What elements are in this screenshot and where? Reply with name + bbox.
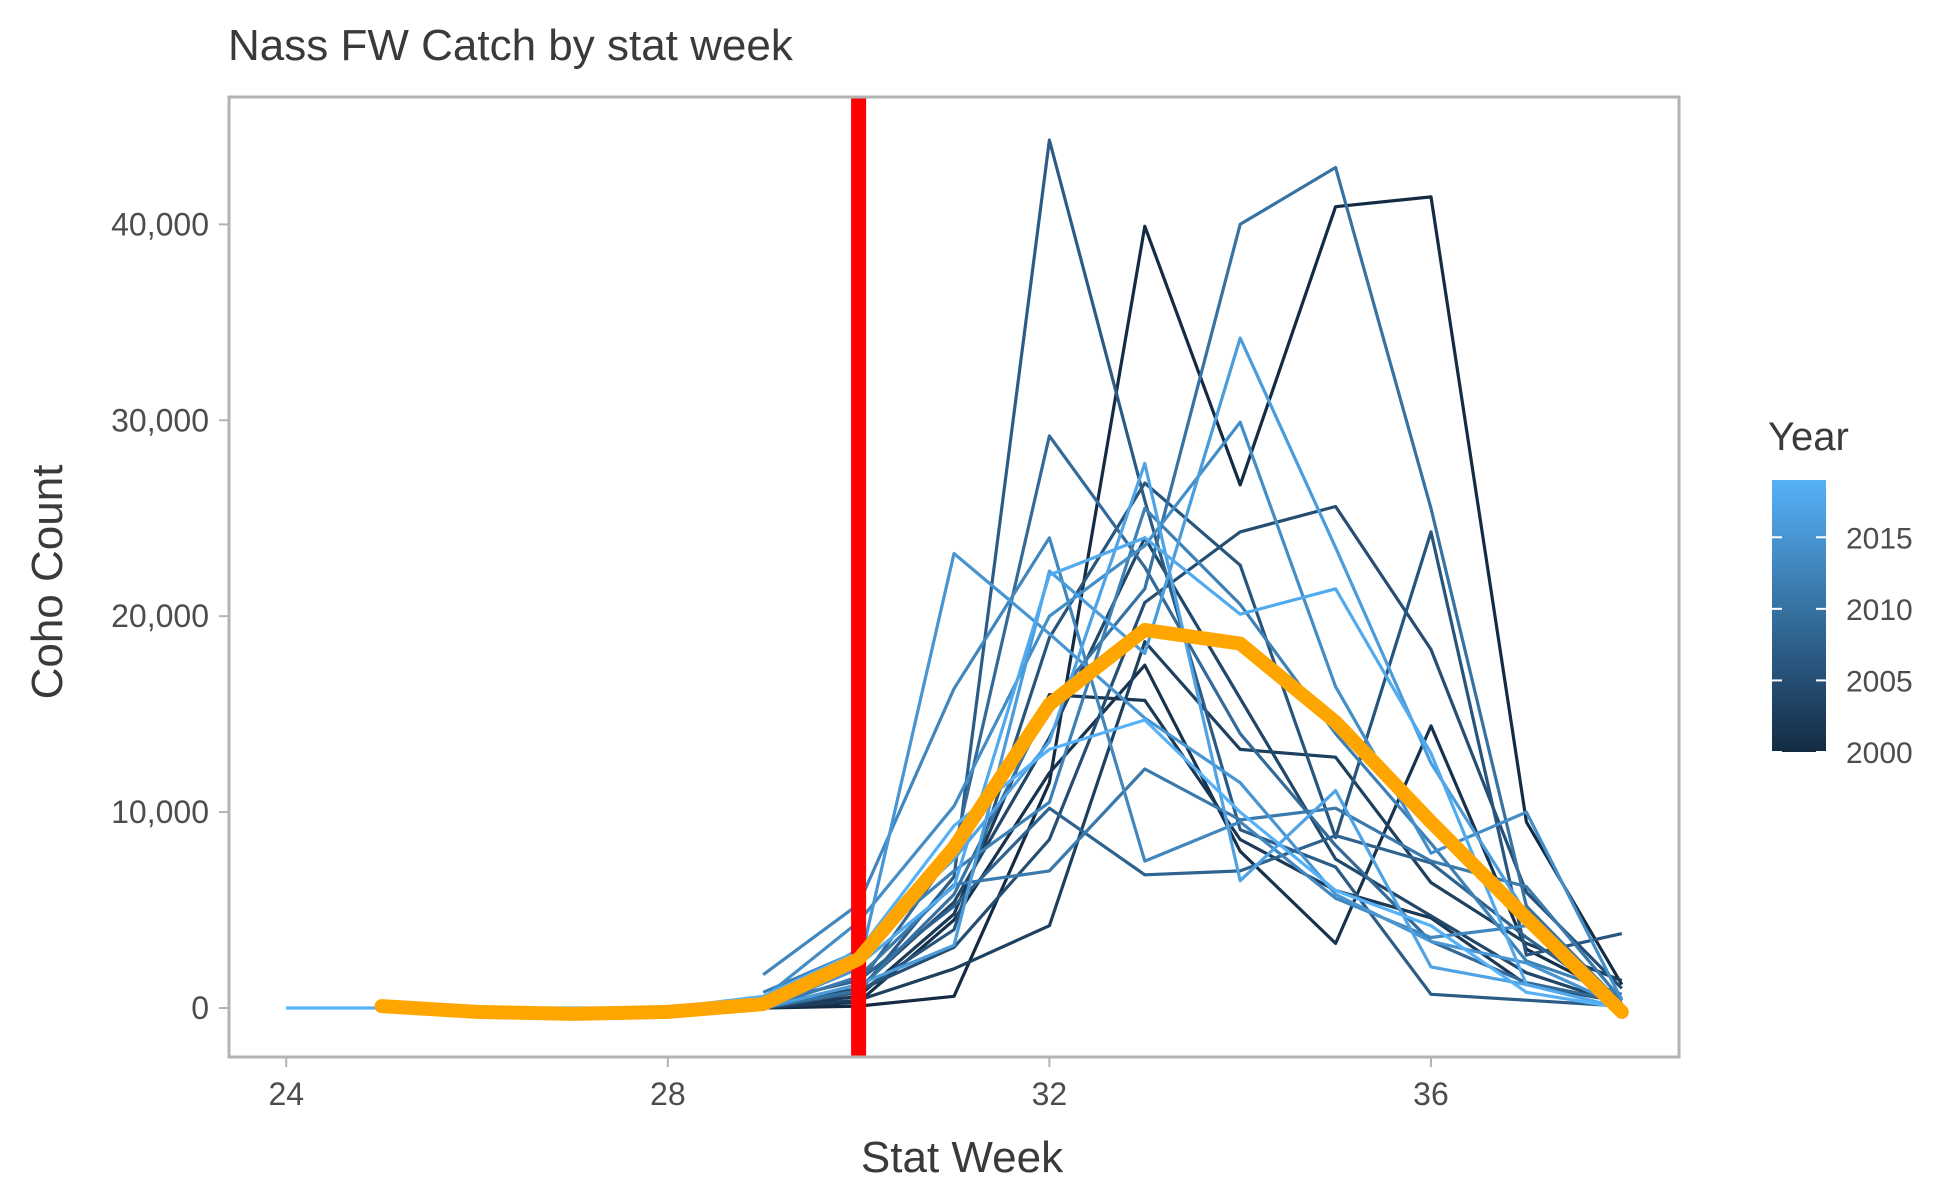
legend-ticks: 2000 2005 2010 2015 [1772,522,1913,770]
x-tick-label: 32 [1032,1076,1068,1112]
series-line-2016 [762,336,1623,1010]
y-tick-label: 0 [191,990,209,1026]
legend-colorbar [1772,480,1826,752]
x-tick-label: 24 [268,1076,304,1112]
y-tick-label: 20,000 [111,598,209,634]
series-line-2015 [762,551,1623,1010]
x-tick-label: 36 [1413,1076,1449,1112]
legend-tick-label: 2000 [1846,737,1913,770]
series-line-2009 [762,434,1623,1010]
series-line-2010 [762,165,1623,1010]
series-line-2006 [762,481,1623,1010]
series-line-2014 [762,420,1624,1001]
plot-border [227,95,1681,1059]
legend-tick-label: 2010 [1846,594,1913,627]
series-line-2005 [762,504,1623,1010]
legend-title: Year [1768,415,1849,459]
y-tick-label: 30,000 [111,402,209,438]
x-tick-label: 28 [650,1076,686,1112]
mean-series-line [374,622,1629,1021]
y-axis-title: Coho Count [23,465,72,700]
x-axis-title: Stat Week [861,1133,1064,1182]
y-tick-label: 10,000 [111,794,209,830]
chart-title: Nass FW Catch by stat week [228,21,794,70]
series-line-2003 [763,640,1623,1010]
plot-area: 24 28 32 36 0 10,000 20,000 30,000 40,000 [111,95,1681,1112]
plot-panel [229,97,1679,1057]
legend-tick-label: 2005 [1846,665,1913,698]
y-tick-label: 40,000 [111,206,209,242]
legend: Year 2000 2005 2010 2015 [1768,415,1913,770]
legend-tick-label: 2015 [1846,522,1913,555]
series-line-2000 [763,195,1624,1010]
series-line-2013 [762,536,1623,1010]
legend-gradient [1772,480,1826,752]
